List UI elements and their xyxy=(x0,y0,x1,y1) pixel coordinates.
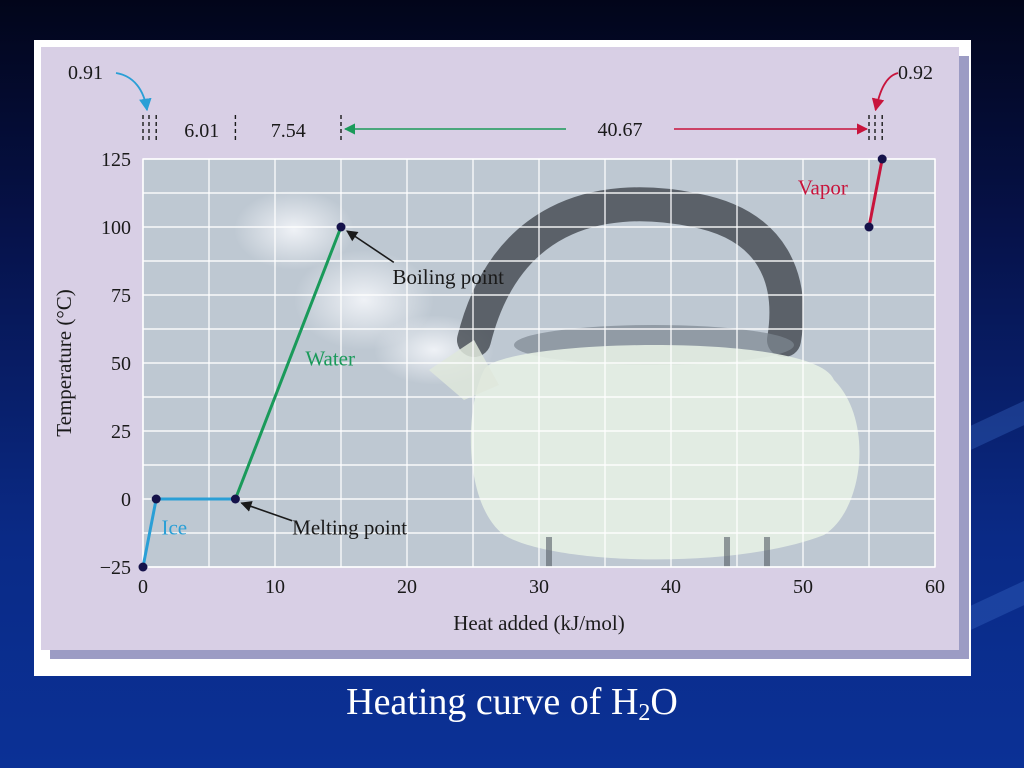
enthalpy-arrow-vapor xyxy=(871,72,899,112)
annotation-arrow xyxy=(240,501,293,522)
annotation-melting-point: Melting point xyxy=(292,515,407,539)
enthalpy-fusion: 6.01 xyxy=(184,120,219,142)
annotation-arrow xyxy=(346,230,395,264)
y-tick-label: 100 xyxy=(101,217,131,239)
curve-segment-water xyxy=(234,226,343,500)
plot-frame xyxy=(142,158,936,568)
annotation-boiling-point: Boiling point xyxy=(392,265,504,289)
figure-panel: 6.01 7.54 40.67 0.91 0.92 Ice Water Vapor Boili… xyxy=(34,40,971,676)
curve-point xyxy=(877,154,887,164)
y-tick-label: 125 xyxy=(101,149,131,171)
heating-curve xyxy=(141,158,884,568)
caption-main: Heating curve of H xyxy=(346,681,639,723)
x-tick-label: 30 xyxy=(529,576,549,598)
phase-label-water: Water xyxy=(305,347,355,371)
x-axis-label: Heat added (kJ/mol) xyxy=(453,611,624,635)
phase-label-vapor: Vapor xyxy=(798,175,848,199)
curve-points xyxy=(138,154,887,572)
enthalpy-vapor-heating: 0.92 xyxy=(898,62,933,84)
chart-labels: Ice Water Vapor Boiling point Melting point xyxy=(161,175,847,539)
y-tick-label: 0 xyxy=(121,489,131,511)
enthalpy-vaporization: 40.67 xyxy=(598,119,643,141)
y-axis-label: Temperature (°C) xyxy=(52,289,76,436)
curve-point xyxy=(151,494,161,504)
y-tick-label: 25 xyxy=(111,421,131,443)
x-tick-label: 60 xyxy=(925,576,945,598)
enthalpy-arrow-ice xyxy=(115,72,152,112)
caption-end: O xyxy=(650,681,678,723)
axes: 0 10 20 30 40 50 60 −25 0 25 50 75 100 125 Heat added … xyxy=(52,149,945,635)
x-tick-label: 40 xyxy=(661,576,681,598)
y-tick-label: −25 xyxy=(100,557,131,579)
slide-caption: Heating curve of H2O xyxy=(0,680,1024,727)
x-tick-label: 10 xyxy=(265,576,285,598)
heating-curve-chart: 6.01 7.54 40.67 0.91 0.92 Ice Water Vapor Boili… xyxy=(41,47,969,659)
y-tick-label: 75 xyxy=(111,285,131,307)
y-tick-label: 50 xyxy=(111,353,131,375)
curve-point xyxy=(230,494,240,504)
curve-point xyxy=(138,562,148,572)
curve-point xyxy=(864,222,874,232)
enthalpy-ice-heating: 0.91 xyxy=(68,62,103,84)
phase-label-ice: Ice xyxy=(161,515,187,539)
caption-subscript: 2 xyxy=(638,700,651,726)
x-tick-label: 20 xyxy=(397,576,417,598)
x-tick-label: 50 xyxy=(793,576,813,598)
enthalpy-water-heating: 7.54 xyxy=(271,120,306,142)
x-tick-label: 0 xyxy=(138,576,148,598)
curve-segment-vapor xyxy=(867,158,884,228)
curve-point xyxy=(336,222,346,232)
enthalpy-annotations: 6.01 7.54 40.67 0.91 0.92 xyxy=(68,62,933,143)
